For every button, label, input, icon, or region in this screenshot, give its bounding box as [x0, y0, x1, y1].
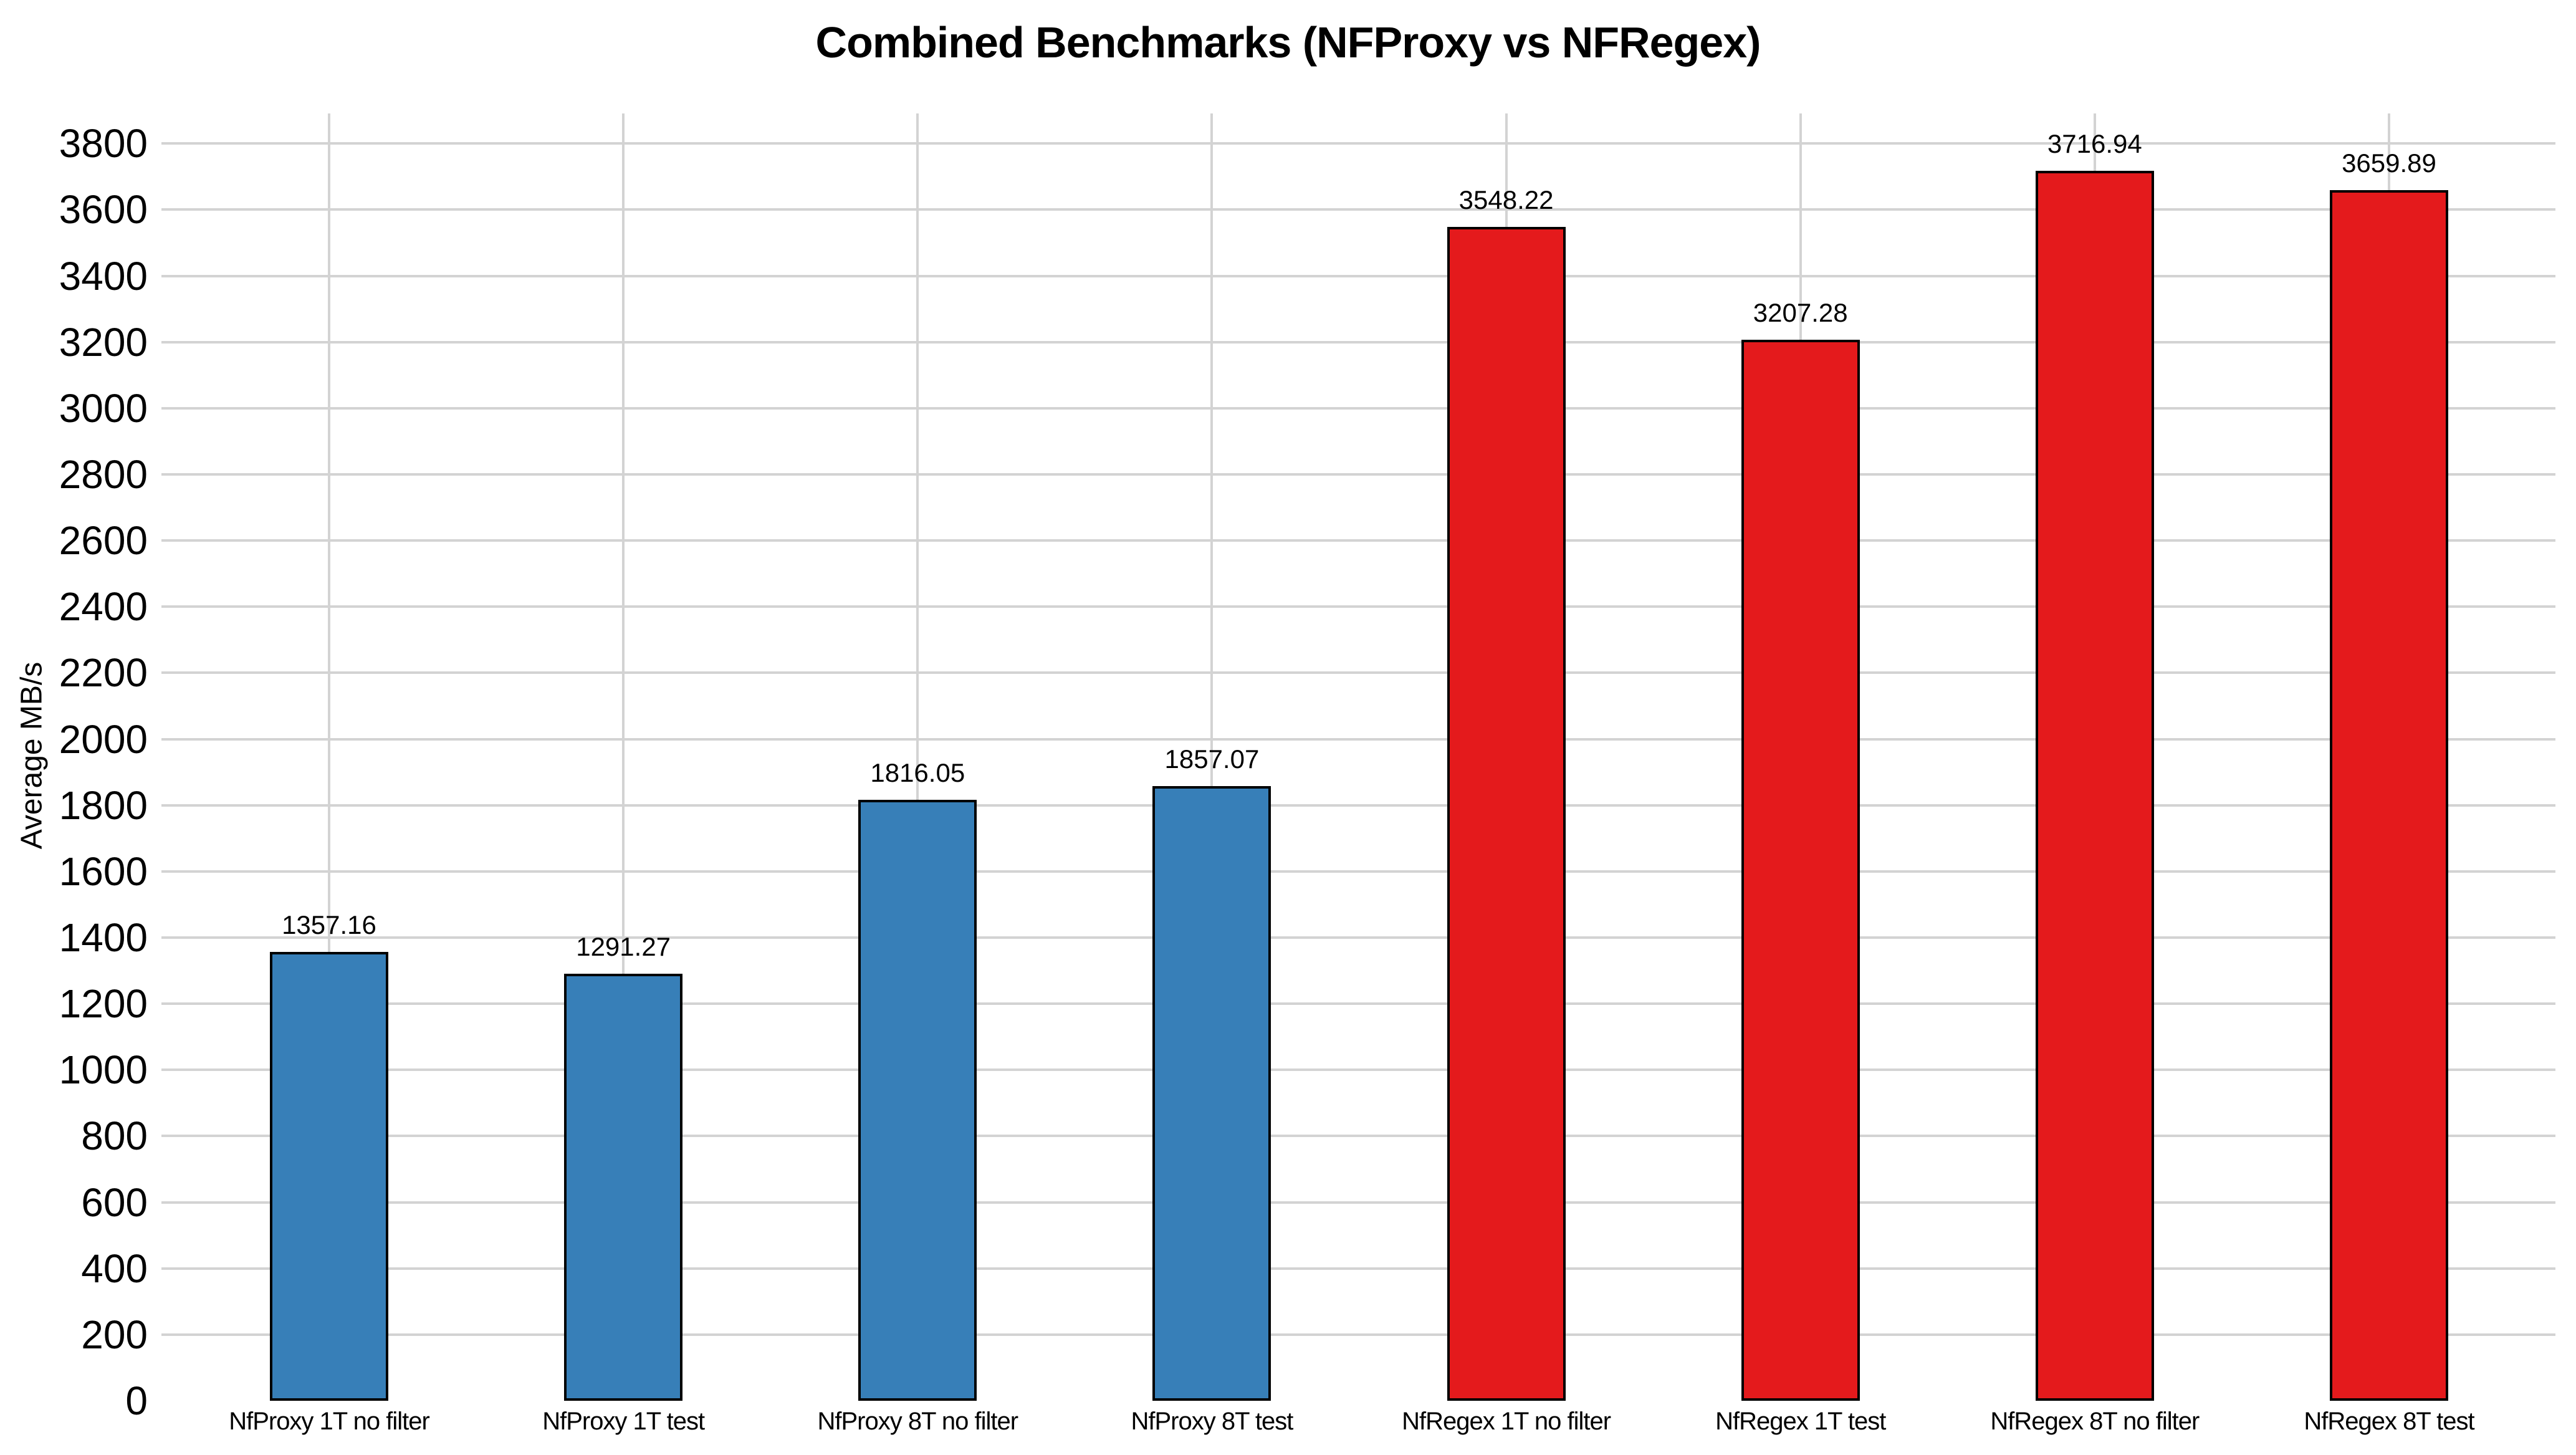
gridline-v [1210, 113, 1214, 1401]
chart-title: Combined Benchmarks (NFProxy vs NFRegex) [815, 18, 1761, 67]
gridline-h [161, 473, 2555, 476]
x-tick-label: NfRegex 8T no filter [1990, 1408, 2200, 1435]
gridline-h [161, 1002, 2555, 1006]
bar-value-label: 1857.07 [1164, 744, 1260, 774]
y-tick-label: 1000 [59, 1047, 148, 1093]
gridline-h [161, 737, 2555, 741]
y-tick-label: 600 [81, 1179, 148, 1225]
y-tick-label: 400 [81, 1246, 148, 1291]
y-tick-label: 1600 [59, 848, 148, 894]
y-tick-label: 1800 [59, 782, 148, 828]
y-tick-label: 2800 [59, 452, 148, 497]
x-tick-label: NfProxy 1T no filter [229, 1408, 430, 1435]
bar-nfproxy-8t-no-filter [858, 800, 977, 1401]
y-tick-label: 2400 [59, 584, 148, 630]
gridline-h [161, 870, 2555, 873]
y-tick-label: 800 [81, 1113, 148, 1159]
y-tick-label: 200 [81, 1312, 148, 1357]
bar-value-label: 3207.28 [1753, 297, 1848, 327]
bar-nfproxy-1t-no-filter [270, 951, 388, 1401]
gridline-h [161, 208, 2555, 211]
y-tick-label: 2000 [59, 716, 148, 762]
y-tick-label: 1400 [59, 915, 148, 961]
bar-nfproxy-1t-test [564, 973, 683, 1401]
gridline-h [161, 1068, 2555, 1072]
gridline-v [328, 113, 330, 1401]
y-tick-label: 3000 [59, 385, 148, 431]
gridline-v [916, 113, 919, 1401]
gridline-h [161, 804, 2555, 807]
gridline-h [161, 142, 2555, 145]
y-tick-label: 2600 [59, 518, 148, 564]
gridline-v [622, 113, 625, 1401]
y-tick-label: 3400 [59, 253, 148, 299]
bar-nfregex-8t-test [2330, 190, 2448, 1401]
x-tick-label: NfProxy 8T no filter [817, 1408, 1018, 1435]
y-tick-label: 2200 [59, 650, 148, 696]
bar-nfproxy-8t-test [1152, 786, 1271, 1401]
bar-value-label: 3548.22 [1458, 185, 1554, 214]
x-tick-label: NfProxy 8T test [1131, 1408, 1293, 1435]
y-tick-label: 3800 [59, 121, 148, 166]
gridline-h [161, 936, 2555, 939]
gridline-h [161, 340, 2555, 343]
bar-value-label: 3716.94 [2047, 129, 2142, 159]
gridline-h [161, 671, 2555, 675]
gridline-h [161, 406, 2555, 410]
x-tick-label: NfRegex 8T test [2304, 1408, 2474, 1435]
gridline-h [161, 539, 2555, 542]
bar-value-label: 1357.16 [282, 910, 376, 939]
gridline-h [161, 1267, 2555, 1270]
bar-nfregex-8t-no-filter [2035, 171, 2154, 1401]
bar-value-label: 1291.27 [576, 931, 671, 961]
y-tick-label: 3600 [59, 187, 148, 233]
y-tick-label: 1200 [59, 981, 148, 1027]
x-tick-label: NfRegex 1T test [1715, 1408, 1886, 1435]
gridline-h [161, 605, 2555, 608]
bar-value-label: 1816.05 [870, 758, 965, 788]
gridline-h [161, 274, 2555, 277]
gridline-h [161, 1333, 2555, 1336]
bar-nfregex-1t-test [1741, 339, 1860, 1401]
y-tick-label: 3200 [59, 319, 148, 365]
bar-nfregex-1t-no-filter [1447, 226, 1566, 1401]
x-tick-label: NfRegex 1T no filter [1402, 1408, 1611, 1435]
x-tick-label: NfProxy 1T test [542, 1408, 705, 1435]
gridline-h [161, 1201, 2555, 1204]
gridline-h [161, 1135, 2555, 1138]
y-tick-label: 0 [125, 1378, 148, 1423]
bar-value-label: 3659.89 [2342, 148, 2436, 178]
